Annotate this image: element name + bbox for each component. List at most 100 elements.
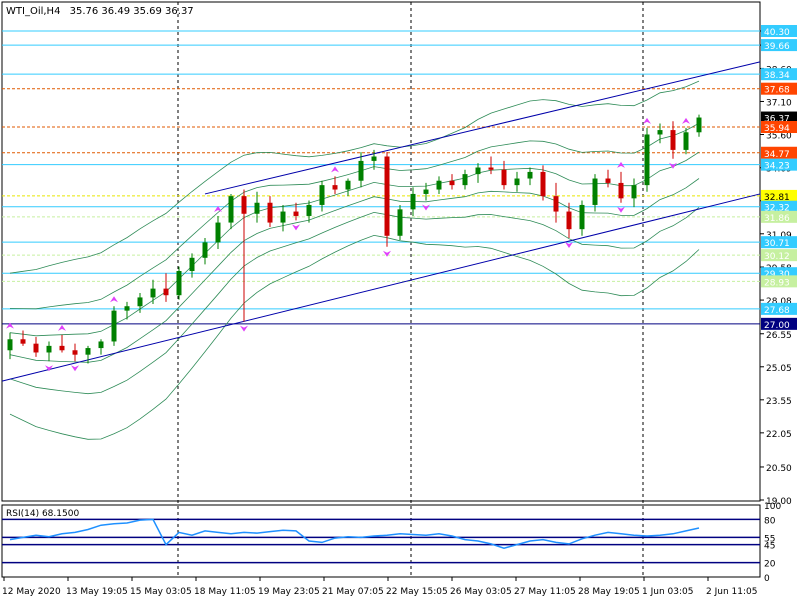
- price-axis[interactable]: 40.3039.6638.6037.1035.6034.0932.5931.09…: [760, 25, 797, 507]
- candle-bear[interactable]: [163, 288, 169, 296]
- candle-bull[interactable]: [514, 178, 520, 186]
- time-tick-label: 27 May 11:05: [514, 587, 576, 597]
- level-badge[interactable]: 39.66: [761, 39, 797, 52]
- candle-bull[interactable]: [358, 160, 364, 181]
- candle-bear[interactable]: [72, 350, 78, 355]
- level-badge[interactable]: 31.86: [761, 210, 797, 224]
- candle-bull[interactable]: [475, 167, 481, 175]
- candle-bear[interactable]: [501, 169, 507, 186]
- time-tick-label: 18 May 11:05: [194, 587, 256, 597]
- candle-bull[interactable]: [657, 130, 663, 135]
- rsi-tick-label: 20: [764, 560, 776, 570]
- candle-bear[interactable]: [566, 211, 572, 230]
- candle-bull[interactable]: [111, 310, 117, 342]
- candle-bull[interactable]: [345, 180, 351, 190]
- candle-bull[interactable]: [280, 211, 286, 223]
- price-tick-label: 25.05: [766, 364, 792, 374]
- candle-bull[interactable]: [189, 257, 195, 272]
- candle-bear[interactable]: [241, 196, 247, 214]
- candle-bull[interactable]: [397, 209, 403, 236]
- candle-bull[interactable]: [7, 339, 13, 351]
- candle-bull[interactable]: [215, 222, 221, 243]
- trend-channel[interactable]: [1, 61, 761, 382]
- level-badge[interactable]: 27.68: [761, 302, 797, 316]
- candle-bear[interactable]: [332, 185, 338, 190]
- candle-bull[interactable]: [696, 117, 702, 133]
- level-badge[interactable]: 32.81: [761, 189, 797, 203]
- price-tick-label: 26.55: [766, 331, 792, 341]
- candle-bull[interactable]: [423, 189, 429, 194]
- level-badge[interactable]: 28.93: [761, 275, 797, 288]
- candle-bull[interactable]: [371, 156, 377, 161]
- candle-bear[interactable]: [553, 196, 559, 212]
- candle-bull[interactable]: [46, 345, 52, 353]
- candle-bear[interactable]: [449, 180, 455, 186]
- candle-bull[interactable]: [150, 288, 156, 298]
- candle-bull[interactable]: [98, 341, 104, 349]
- level-badge-text: 32.32: [764, 204, 790, 214]
- level-badge[interactable]: 32.32: [761, 200, 797, 214]
- level-badge[interactable]: 34.23: [761, 158, 797, 172]
- time-tick-label: 2 Jun 11:05: [706, 587, 757, 597]
- band-line: [9, 151, 700, 337]
- level-badge-bg: [761, 111, 797, 124]
- candle-bull[interactable]: [176, 271, 182, 296]
- rsi-pane-frame: [1, 504, 761, 578]
- candle-bull[interactable]: [202, 242, 208, 258]
- level-badge[interactable]: 30.12: [761, 249, 797, 262]
- candle-bull[interactable]: [527, 171, 533, 179]
- candle-bull[interactable]: [436, 180, 442, 190]
- candle-bull[interactable]: [462, 174, 468, 186]
- symbol-label: WTI_Oil,H4 35.76 36.49 35.69 36.37: [6, 6, 194, 17]
- candle-bull[interactable]: [644, 134, 650, 186]
- channel-lower-line[interactable]: [1, 193, 761, 382]
- candle-bull[interactable]: [579, 204, 585, 230]
- candle-bull[interactable]: [410, 193, 416, 210]
- candle-bear[interactable]: [540, 171, 546, 197]
- fractal-up-icon: [110, 296, 118, 303]
- candle-bear[interactable]: [488, 167, 494, 170]
- candle-bull[interactable]: [683, 132, 689, 150]
- candle-bull[interactable]: [592, 178, 598, 205]
- candle-bear[interactable]: [605, 178, 611, 183]
- candle-bull[interactable]: [306, 204, 312, 216]
- level-badge-text: 39.66: [764, 42, 790, 52]
- level-badge[interactable]: 30.71: [761, 236, 797, 249]
- candle-bear[interactable]: [618, 182, 624, 199]
- level-badge[interactable]: 27.00: [761, 317, 797, 331]
- candle-bear[interactable]: [384, 156, 390, 236]
- candlesticks[interactable]: [7, 114, 702, 364]
- level-badge[interactable]: 37.68: [761, 82, 797, 96]
- candle-bull[interactable]: [228, 196, 234, 223]
- candle-bear[interactable]: [267, 202, 273, 223]
- level-badge-text: 32.81: [764, 193, 790, 203]
- candle-bear[interactable]: [20, 339, 26, 344]
- candle-bull[interactable]: [319, 185, 325, 205]
- time-axis[interactable]: 12 May 2020 13 May 19:05 15 May 03:05 18 Ma…: [2, 577, 757, 597]
- candle-bear[interactable]: [59, 345, 65, 351]
- level-badge-text: 38.34: [764, 71, 790, 81]
- level-badge[interactable]: 38.34: [761, 68, 797, 81]
- rsi-line[interactable]: [9, 518, 700, 549]
- candle-bull[interactable]: [124, 306, 130, 311]
- level-badge[interactable]: 40.30: [761, 25, 797, 38]
- candle-bear[interactable]: [293, 211, 299, 216]
- candle-bear[interactable]: [670, 130, 676, 150]
- candle-bull[interactable]: [137, 297, 143, 307]
- channel-upper-line[interactable]: [204, 61, 761, 195]
- level-badge[interactable]: 35.94: [761, 121, 797, 134]
- candle-bear[interactable]: [33, 343, 39, 353]
- level-badge[interactable]: 34.77: [761, 146, 797, 160]
- level-badge-text: 35.94: [764, 124, 790, 134]
- level-badge[interactable]: 36.37: [761, 111, 797, 125]
- fractal-down-icon: [240, 325, 248, 332]
- candle-bull[interactable]: [85, 348, 91, 355]
- level-badge-bg: [761, 68, 797, 81]
- band-line: [9, 80, 700, 274]
- candle-bull[interactable]: [254, 202, 260, 214]
- candle-bull[interactable]: [631, 185, 637, 199]
- level-badge-bg: [761, 210, 797, 223]
- level-badge-text: 27.00: [764, 321, 790, 331]
